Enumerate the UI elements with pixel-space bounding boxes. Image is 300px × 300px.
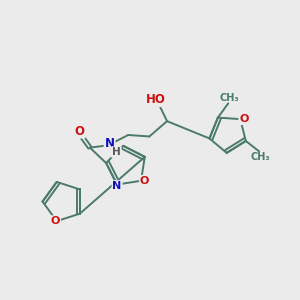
Text: O: O: [51, 216, 60, 226]
Text: O: O: [239, 114, 249, 124]
Text: CH₃: CH₃: [220, 93, 239, 103]
Text: N: N: [105, 137, 115, 150]
Text: O: O: [75, 125, 85, 138]
Text: HO: HO: [146, 93, 166, 106]
Text: O: O: [140, 176, 149, 186]
Text: N: N: [112, 181, 122, 191]
Text: CH₃: CH₃: [251, 152, 270, 162]
Text: H: H: [112, 147, 121, 157]
